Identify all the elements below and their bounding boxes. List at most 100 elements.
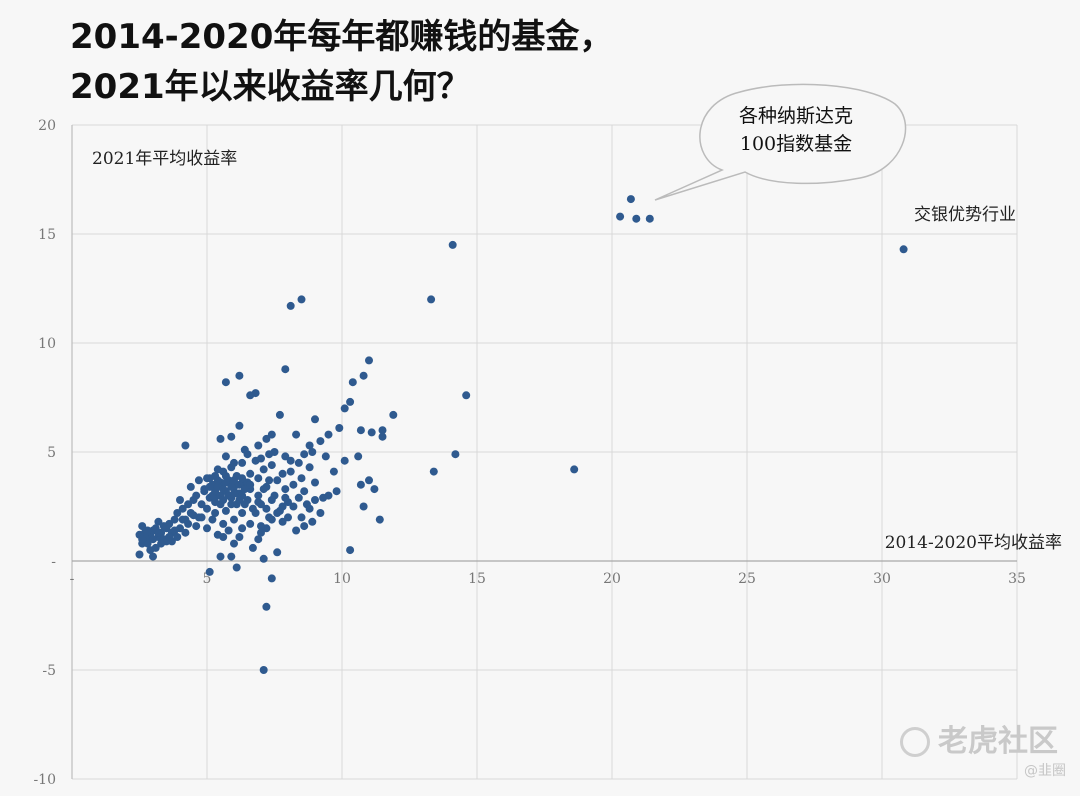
data-point xyxy=(192,522,201,531)
data-point xyxy=(284,498,292,507)
data-point xyxy=(221,478,230,487)
data-point xyxy=(257,522,265,531)
data-point xyxy=(297,474,306,483)
data-point xyxy=(149,535,157,544)
data-point xyxy=(356,426,365,435)
data-point xyxy=(221,452,230,461)
grid xyxy=(72,124,1018,780)
data-point xyxy=(235,480,244,489)
data-point xyxy=(246,469,255,478)
data-point xyxy=(138,535,147,544)
data-point xyxy=(286,467,295,476)
data-point xyxy=(248,543,257,552)
data-point xyxy=(178,504,187,513)
data-point xyxy=(219,496,228,504)
data-point xyxy=(286,456,295,465)
data-point xyxy=(300,450,309,459)
data-point xyxy=(265,450,274,459)
data-point xyxy=(178,515,187,524)
y-tick-label: -10 xyxy=(33,772,56,788)
data-point xyxy=(230,489,238,498)
data-point xyxy=(230,458,238,467)
data-point xyxy=(216,434,225,443)
data-point xyxy=(297,295,306,304)
data-point xyxy=(427,295,436,304)
data-point xyxy=(378,426,387,435)
data-point xyxy=(143,539,152,548)
data-point xyxy=(273,509,282,517)
data-point xyxy=(240,445,249,454)
axes xyxy=(71,125,1017,779)
data-point xyxy=(181,441,190,450)
data-point xyxy=(189,511,198,520)
data-point xyxy=(211,498,220,507)
data-point xyxy=(211,509,220,517)
data-point xyxy=(235,371,244,380)
data-point xyxy=(257,454,265,463)
data-point xyxy=(278,469,287,478)
data-point xyxy=(899,245,908,254)
data-point xyxy=(246,480,255,489)
data-point xyxy=(235,421,244,430)
watermark-text: 老虎社区 xyxy=(938,724,1058,759)
data-point xyxy=(227,552,236,561)
data-point xyxy=(294,458,303,467)
x-tick-label: 15 xyxy=(468,571,486,587)
x-tick-label: 5 xyxy=(203,571,212,587)
data-point xyxy=(205,567,214,576)
data-point xyxy=(354,452,363,461)
data-point xyxy=(267,430,276,439)
data-point xyxy=(219,485,228,494)
data-point xyxy=(213,476,222,485)
x-tick-label: 20 xyxy=(603,571,621,587)
watermark: 老虎社区 xyxy=(900,716,1058,760)
data-point xyxy=(370,485,379,494)
data-point xyxy=(208,515,217,524)
data-points xyxy=(135,195,908,674)
data-point xyxy=(213,465,222,474)
data-point xyxy=(227,482,236,491)
data-point xyxy=(284,513,292,522)
data-point xyxy=(227,432,236,441)
data-point xyxy=(332,487,341,496)
data-point xyxy=(292,430,301,439)
data-point xyxy=(329,467,338,476)
data-point xyxy=(176,496,184,504)
data-point xyxy=(221,472,230,480)
data-point xyxy=(365,476,373,485)
callout-text-line-1: 各种纳斯达克 xyxy=(739,105,853,127)
data-point xyxy=(335,424,344,432)
data-point xyxy=(238,509,247,517)
data-point xyxy=(278,502,287,511)
data-point xyxy=(230,515,238,524)
data-point xyxy=(173,509,182,517)
data-point xyxy=(259,554,268,563)
data-point xyxy=(254,474,263,483)
data-point xyxy=(135,550,144,559)
data-point xyxy=(235,533,244,541)
data-point xyxy=(254,491,263,500)
data-point xyxy=(194,476,203,485)
data-point xyxy=(389,410,398,419)
data-point xyxy=(257,528,265,537)
data-point xyxy=(259,465,268,474)
data-point xyxy=(230,476,238,485)
data-point xyxy=(262,602,271,611)
data-point xyxy=(273,476,282,485)
data-point xyxy=(375,515,384,524)
data-point xyxy=(297,513,306,522)
data-point xyxy=(240,485,249,494)
data-point xyxy=(251,509,260,517)
data-point xyxy=(173,533,182,541)
data-point xyxy=(316,437,325,446)
data-point xyxy=(300,522,309,531)
data-point xyxy=(305,504,314,513)
y-axis-label: 2021年平均收益率 xyxy=(92,149,237,169)
data-point xyxy=(227,500,236,509)
title-line-2: 2021年以来收益率几何？ xyxy=(70,67,471,107)
data-point xyxy=(262,504,271,513)
annotation-jiaoyin: 交银优势行业 xyxy=(914,205,1016,225)
data-point xyxy=(197,513,206,522)
data-point xyxy=(367,428,376,437)
data-point xyxy=(324,430,333,439)
